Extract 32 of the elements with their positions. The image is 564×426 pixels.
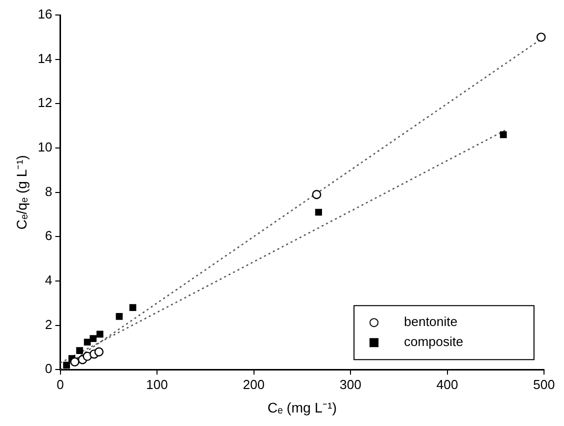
point [116, 312, 123, 320]
point [315, 208, 322, 216]
y-tick-label: 0 [45, 361, 52, 376]
y-tick-label: 16 [38, 6, 52, 22]
legend-label: composite [404, 334, 464, 350]
point [96, 330, 104, 338]
x-tick-label: 400 [436, 376, 458, 392]
x-tick-label: 100 [146, 376, 168, 392]
y-tick-label: 8 [45, 184, 52, 199]
y-tick-label: 10 [38, 140, 52, 155]
point [90, 335, 97, 342]
point [500, 131, 507, 138]
y-tick-label: 12 [38, 95, 52, 110]
x-tick-label: 300 [340, 376, 362, 392]
point [94, 347, 104, 356]
y-tick-label: 14 [38, 50, 52, 66]
point [536, 32, 546, 42]
x-tick-label: 0 [56, 376, 64, 392]
y-tick-label: 6 [45, 228, 52, 244]
legend-label: bentonite [404, 314, 458, 330]
point [70, 357, 80, 366]
point [84, 338, 91, 346]
y-tick-label: 4 [45, 272, 52, 288]
point [76, 347, 84, 354]
point [312, 190, 322, 200]
y-tick-label: 2 [45, 316, 52, 332]
x-axis-title: Cₑ (mg L⁻¹) [267, 399, 337, 416]
y-axis-title: Cₑ/qₑ (g L⁻¹) [13, 155, 30, 230]
point [63, 362, 70, 369]
point [129, 304, 136, 311]
x-tick-label: 500 [533, 376, 555, 392]
x-tick-label: 200 [242, 376, 265, 392]
